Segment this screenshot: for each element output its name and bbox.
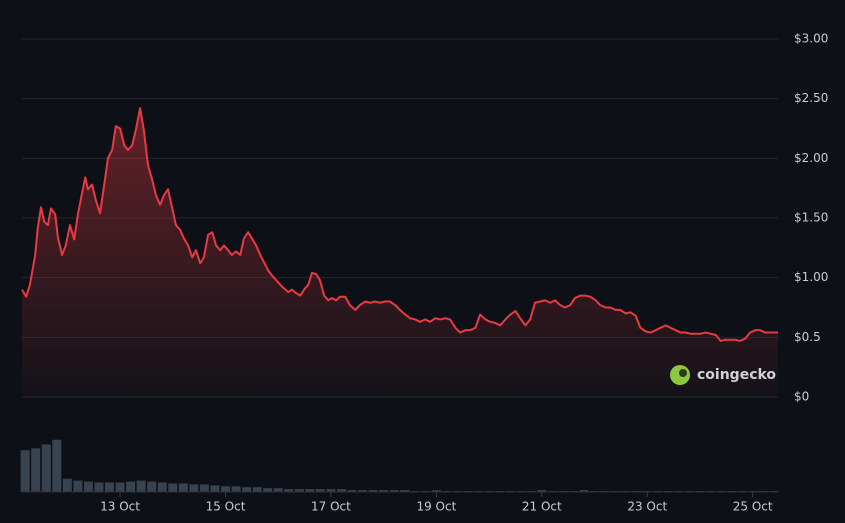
volume-bar [379,490,389,492]
volume-bar [105,482,115,492]
volume-bar [315,489,325,492]
y-tick-label: $1.00 [794,270,828,284]
volume-bar [231,486,241,492]
volume-bar [305,489,315,492]
volume-bar [326,489,336,492]
volume-bar [178,483,188,492]
x-tick-label: 19 Oct [416,500,456,514]
volume-bar [273,488,283,492]
x-tick-label: 25 Oct [733,500,773,514]
volume-bar [94,482,104,492]
volume-bar [83,481,93,492]
volume-bar [126,481,136,492]
volume-bar [579,490,589,492]
volume-bar [147,481,157,492]
volume-bar [400,490,410,492]
x-tick-label: 17 Oct [311,500,351,514]
volume-bar [220,486,230,492]
volume-bar [199,484,209,492]
volume-bar [431,490,441,492]
watermark-logo-eye [679,369,687,377]
price-line [21,107,778,342]
volume-bar [62,478,72,492]
y-tick-label: $2.50 [794,91,828,105]
volume-bar [20,450,30,492]
x-tick-label: 23 Oct [627,500,667,514]
x-tick-label: 15 Oct [206,500,246,514]
volume-bar [189,484,199,492]
area-fill [22,108,778,398]
volume-bar [263,488,273,492]
axes: $0 $0.5 $1.00 $1.50 $2.00 $2.50 $3.00 13 Oct 15 … [22,32,828,514]
volume-bar [136,480,146,492]
volume-bar [73,480,83,492]
volume-bar [368,490,378,492]
volume-bar [31,448,41,492]
volume-bar [41,444,51,492]
volume-bar [210,485,220,492]
y-tick-label: $0 [794,390,809,404]
x-tick-label: 13 Oct [100,500,140,514]
plot [21,107,778,398]
volume-bar [115,482,125,492]
volume-bar [537,490,547,492]
y-tick-label: $0.5 [794,330,821,344]
watermark: coingecko [697,367,776,383]
volume-bar [168,483,178,492]
volume-bar [358,490,368,492]
volume-bar [389,490,399,492]
volume-bar [284,489,294,492]
volume-bar [347,490,357,492]
y-tick-label: $3.00 [794,32,828,46]
y-tick-label: $1.50 [794,211,828,225]
volume-bar [242,487,252,492]
y-tick-label: $2.00 [794,151,828,165]
volume-bar [294,489,304,492]
volume-bar [52,439,62,492]
volume-bar [336,489,346,492]
volume-bar [157,482,167,492]
x-tick-label: 21 Oct [522,500,562,514]
volume-bar [252,487,262,492]
